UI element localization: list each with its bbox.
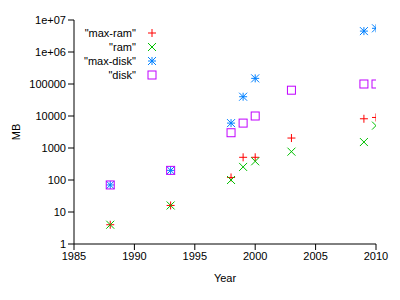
svg-text:1990: 1990 bbox=[122, 250, 146, 262]
svg-text:2005: 2005 bbox=[303, 250, 327, 262]
svg-text:10000: 10000 bbox=[35, 110, 66, 122]
svg-text:100: 100 bbox=[48, 174, 66, 186]
svg-text:MB: MB bbox=[10, 124, 22, 141]
svg-text:1995: 1995 bbox=[183, 250, 207, 262]
svg-text:1e+06: 1e+06 bbox=[35, 46, 66, 58]
html-text:"max-ram": "max-ram" bbox=[84, 27, 136, 39]
svg-text:2010: 2010 bbox=[364, 250, 388, 262]
html-text:"ram": "ram" bbox=[109, 41, 136, 53]
svg-text:100000: 100000 bbox=[29, 78, 66, 90]
svg-text:10: 10 bbox=[54, 206, 66, 218]
html-text:"disk": "disk" bbox=[108, 69, 136, 81]
html-text:"max-disk": "max-disk" bbox=[84, 55, 136, 67]
svg-text:2000: 2000 bbox=[243, 250, 267, 262]
svg-text:1: 1 bbox=[60, 238, 66, 250]
svg-text:1e+07: 1e+07 bbox=[35, 14, 66, 26]
svg-text:Year: Year bbox=[214, 272, 237, 284]
svg-text:1985: 1985 bbox=[62, 250, 86, 262]
svg-text:1000: 1000 bbox=[42, 142, 66, 154]
